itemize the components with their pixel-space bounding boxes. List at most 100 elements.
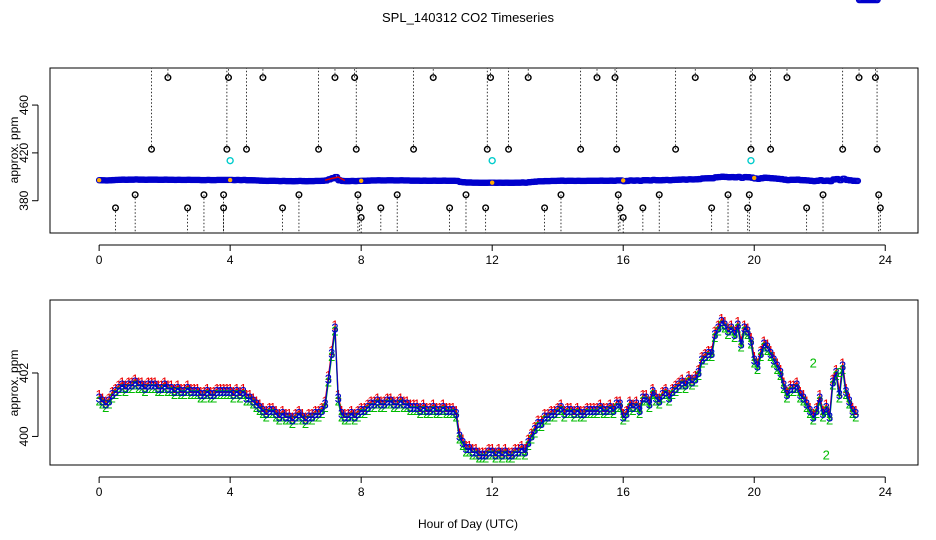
series-3-point-label: 3: [832, 365, 839, 380]
series-1-point-label: 1: [220, 381, 227, 396]
series-1-point-label: 1: [741, 317, 748, 332]
series-2-point-label: 2: [249, 397, 256, 412]
series-1-point-label: 1: [783, 384, 790, 399]
series-2-point-label: 2: [846, 397, 853, 412]
series-2-point-label: 2: [177, 387, 184, 402]
series-3-point-label: 3: [227, 384, 234, 399]
series-3-point-label: 3: [449, 403, 456, 418]
series-1-point-label: 1: [161, 375, 168, 390]
series-1-point-label: 1: [518, 438, 525, 453]
series-3-point-label: 3: [154, 381, 161, 396]
series-2-point-label: 2: [253, 400, 260, 415]
series-2-point-label: 2: [295, 409, 302, 424]
series-3-point-label: 3: [639, 390, 646, 405]
series-3-point-label: 3: [584, 403, 591, 418]
series-3-point-label: 3: [377, 397, 384, 412]
outlier-point: [482, 204, 490, 212]
series-3-point-label: 3: [793, 378, 800, 393]
series-3-point-label: 3: [351, 409, 358, 424]
outlier-point: [377, 204, 385, 212]
red-segment-line: [324, 176, 346, 182]
series-2-point-label: 2: [200, 390, 207, 405]
series-1-point-label: 1: [263, 403, 270, 418]
outlier-point: [691, 74, 699, 82]
series-1-point-label: 1: [829, 371, 836, 386]
series-1-point-label: 1: [449, 400, 456, 415]
series-2-point-label: 2: [534, 419, 541, 434]
series-3-point-label: 3: [161, 378, 168, 393]
series-1-point-label: 1: [800, 387, 807, 402]
series-1-point-label: 1: [102, 394, 109, 409]
series-1-point-label: 1: [181, 381, 188, 396]
series-1-point-label: 1: [364, 397, 371, 412]
series-3-point-label: 3: [112, 384, 119, 399]
series-2-point-label: 2: [508, 451, 515, 466]
series-1-point-label: 1: [413, 397, 420, 412]
series-3-point-label: 3: [734, 317, 741, 332]
series-3-point-label: 3: [665, 390, 672, 405]
series-3-point-label: 3: [430, 400, 437, 415]
series-1-point-label: 1: [718, 311, 725, 326]
series-3-point-label: 3: [505, 447, 512, 462]
series-3-point-label: 3: [204, 384, 211, 399]
outlier-point: [672, 145, 680, 153]
series-2-point-label: 2: [96, 394, 103, 409]
series-3-point-label: 3: [482, 447, 489, 462]
series-3-point-label: 3: [380, 397, 387, 412]
outlier-point: [708, 204, 716, 212]
series-2-point-label: 2: [633, 400, 640, 415]
series-3-point-label: 3: [829, 375, 836, 390]
series-3-point-label: 3: [344, 409, 351, 424]
series-3-point-label: 3: [223, 384, 230, 399]
series-1-point-label: 1: [872, 0, 879, 3]
series-1-point-label: 1: [793, 375, 800, 390]
series-3-point-label: 3: [282, 409, 289, 424]
series-1-point-label: 1: [865, 0, 872, 3]
series-point: [874, 0, 881, 4]
series-2-point-label: 2: [502, 447, 509, 462]
series-2-point-label: 2: [236, 390, 243, 405]
series-1-point-label: 1: [528, 425, 535, 440]
series-2-point-label: 2: [584, 406, 591, 421]
series-1-point-label: 1: [125, 375, 132, 390]
series-3-point-label: 3: [443, 403, 450, 418]
series-3-point-label: 3: [816, 390, 823, 405]
outlier-point: [462, 191, 470, 199]
series-2-point-label: 2: [266, 406, 273, 421]
series-3-point-label: 3: [285, 409, 292, 424]
series-1-point-label: 1: [796, 384, 803, 399]
series-2-point-label: 2: [783, 390, 790, 405]
series-1-point-label: 1: [420, 397, 427, 412]
series-1-point-label: 1: [403, 394, 410, 409]
series-3-point-label: 3: [322, 397, 329, 412]
series-1-point-label: 1: [597, 397, 604, 412]
series-1-point-label: 1: [492, 444, 499, 459]
series-3-point-label: 3: [374, 394, 381, 409]
series-3-point-label: 3: [253, 397, 260, 412]
series-1-point-label: 1: [590, 400, 597, 415]
outlier-point: [557, 191, 565, 199]
series-3-point-label: 3: [433, 403, 440, 418]
outlier-point: [356, 204, 364, 212]
series-3-point-label: 3: [472, 444, 479, 459]
series-2-point-label: 2: [230, 390, 237, 405]
series-2-point-label: 2: [213, 387, 220, 402]
series-1-point-label: 1: [698, 349, 705, 364]
series-1-point-label: 1: [246, 387, 253, 402]
series-1-point-label: 1: [554, 400, 561, 415]
series-3-point-label: 3: [187, 384, 194, 399]
series-1-point-label: 1: [289, 409, 296, 424]
series-3-point-label: 3: [859, 0, 866, 3]
series-2-point-label: 2: [380, 400, 387, 415]
series-3-point-label: 3: [348, 406, 355, 421]
series-2-point-label: 2: [469, 447, 476, 462]
series-2-point-label: 2: [698, 355, 705, 370]
series-3-point-label: 3: [659, 387, 666, 402]
series-1-point-label: 1: [462, 438, 469, 453]
series-2-point-label: 2: [629, 403, 636, 418]
series-3-point-label: 3: [171, 384, 178, 399]
series-2-point-label: 2: [767, 349, 774, 364]
series-1-point-label: 1: [272, 403, 279, 418]
series-1-point-label: 1: [439, 397, 446, 412]
series-3-point-label: 3: [256, 400, 263, 415]
